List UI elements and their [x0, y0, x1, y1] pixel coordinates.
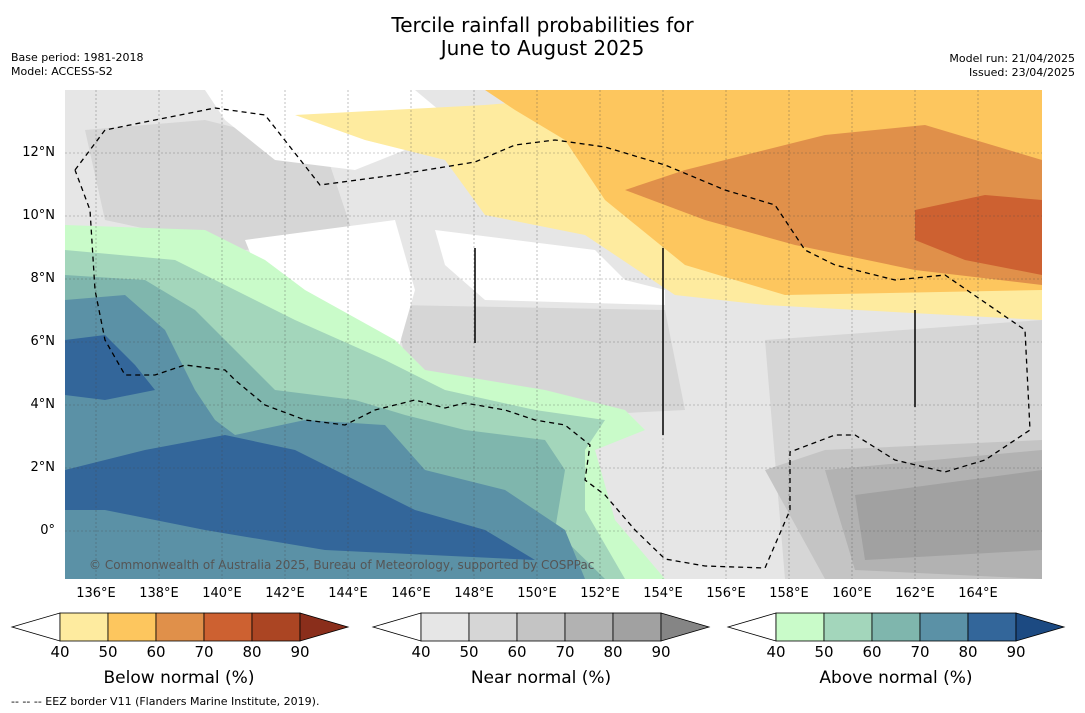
colorbar-tick-label: 50	[459, 643, 479, 661]
colorbar-segment	[967, 612, 1017, 642]
near-normal-80-region	[855, 470, 1042, 560]
colorbar-segment	[823, 612, 873, 642]
colorbar-segment	[871, 612, 921, 642]
colorbar-label-above-normal: Above normal (%)	[819, 668, 973, 688]
colorbar-tick-label: 60	[862, 643, 882, 661]
lat-label: 10°N	[22, 208, 55, 223]
colorbar-tick-label: 80	[958, 643, 978, 661]
lon-label: 162°E	[895, 586, 935, 601]
colorbar-segment	[59, 612, 109, 642]
colorbar-segment	[251, 612, 301, 642]
colorbar-tick-label: 50	[814, 643, 834, 661]
footer-text: -- -- -- EEZ border V11 (Flanders Marine…	[11, 695, 320, 708]
above-normal-80-south	[65, 435, 535, 560]
lon-label: 156°E	[706, 586, 746, 601]
lat-label: 4°N	[30, 397, 56, 412]
colorbar-tick-label: 40	[50, 643, 70, 661]
colorbar-segment	[564, 612, 614, 642]
lon-label: 140°E	[202, 586, 242, 601]
lon-label: 142°E	[265, 586, 305, 601]
colorbar-tick-label: 90	[651, 643, 671, 661]
colorbar-extend-low	[371, 612, 422, 642]
lon-label: 150°E	[517, 586, 557, 601]
colorbar-segment	[420, 612, 470, 642]
model-run-text: Model run: 21/04/2025	[949, 52, 1075, 65]
colorbar-near-normal	[371, 612, 711, 642]
meta-right: Model run: 21/04/2025 Issued: 23/04/2025	[949, 52, 1075, 80]
colorbar-tick-label: 80	[603, 643, 623, 661]
colorbar-segment	[203, 612, 253, 642]
colorbar-extend-low	[726, 612, 777, 642]
colorbar-tick-label: 50	[98, 643, 118, 661]
title-line-2: June to August 2025	[440, 36, 645, 60]
lon-label: 148°E	[454, 586, 494, 601]
eez-border	[74, 107, 1031, 569]
colorbar-tick-label: 90	[290, 643, 310, 661]
colorbar-label-below-normal: Below normal (%)	[103, 668, 255, 688]
colorbar-tick-label: 80	[242, 643, 262, 661]
lon-label: 138°E	[139, 586, 179, 601]
colorbars	[10, 612, 1066, 642]
colorbar-extend-high	[299, 612, 350, 642]
lat-label: 6°N	[30, 334, 56, 349]
colorbar-extend-low	[10, 612, 61, 642]
copyright-text: © Commonwealth of Australia 2025, Bureau…	[89, 558, 595, 572]
lon-label: 160°E	[832, 586, 872, 601]
model-text: Model: ACCESS-S2	[11, 65, 113, 78]
colorbar-above-normal	[726, 612, 1066, 642]
lon-label: 136°E	[76, 586, 116, 601]
colorbar-tick-label: 40	[411, 643, 431, 661]
graticule	[65, 90, 1042, 579]
colorbar-tick-label: 70	[910, 643, 930, 661]
colorbar-tick-label: 60	[146, 643, 166, 661]
colorbar-tick-label: 60	[507, 643, 527, 661]
above-normal-80-west	[65, 335, 155, 400]
colorbar-tick-label: 90	[1006, 643, 1026, 661]
lon-label: 154°E	[643, 586, 683, 601]
colorbar-extend-high	[660, 612, 711, 642]
lat-label: 2°N	[30, 460, 56, 475]
lon-label: 164°E	[958, 586, 998, 601]
colorbar-label-near-normal: Near normal (%)	[470, 668, 612, 688]
colorbar-segment	[775, 612, 825, 642]
colorbar-below-normal	[10, 612, 350, 642]
map-svg	[65, 90, 1042, 579]
lon-label: 144°E	[328, 586, 368, 601]
lat-label: 12°N	[22, 145, 55, 160]
map-title: Tercile rainfall probabilities for June …	[0, 14, 1085, 60]
colorbar-tick-label: 40	[766, 643, 786, 661]
colorbar-segment	[155, 612, 205, 642]
white-region-west	[245, 220, 415, 360]
colorbar-extend-high	[1015, 612, 1066, 642]
lat-label: 0°	[40, 523, 55, 538]
issued-text: Issued: 23/04/2025	[968, 66, 1075, 79]
colorbar-segment	[468, 612, 518, 642]
white-region-north	[205, 90, 445, 170]
white-region-central	[435, 230, 665, 305]
colorbar-tick-label: 70	[555, 643, 575, 661]
colorbar-tick-label: 70	[194, 643, 214, 661]
colorbar-segment	[612, 612, 662, 642]
colorbar-segment	[919, 612, 969, 642]
rainfall-probability-map: © Commonwealth of Australia 2025, Bureau…	[65, 90, 1042, 579]
title-line-1: Tercile rainfall probabilities for	[391, 13, 694, 37]
meta-left: Base period: 1981-2018 Model: ACCESS-S2	[11, 51, 143, 79]
lat-label: 8°N	[30, 271, 56, 286]
lon-label: 158°E	[769, 586, 809, 601]
below-normal-70-region	[915, 195, 1042, 275]
lon-label: 146°E	[391, 586, 431, 601]
colorbar-segment	[516, 612, 566, 642]
colorbar-segment	[107, 612, 157, 642]
base-period-text: Base period: 1981-2018	[11, 51, 144, 64]
lon-label: 152°E	[580, 586, 620, 601]
